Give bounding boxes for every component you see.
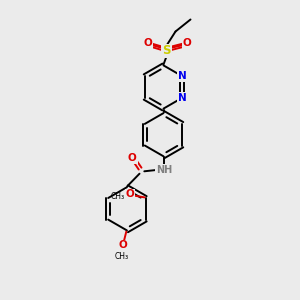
Text: NH: NH	[156, 165, 172, 175]
Text: S: S	[162, 44, 171, 58]
Text: O: O	[182, 38, 191, 49]
Text: O: O	[128, 153, 137, 163]
Text: N: N	[178, 71, 187, 81]
Text: CH₃: CH₃	[115, 252, 129, 261]
Text: O: O	[143, 38, 152, 49]
Text: O: O	[126, 189, 134, 200]
Text: N: N	[178, 93, 187, 103]
Text: CH₃: CH₃	[111, 192, 125, 201]
Text: O: O	[118, 240, 127, 250]
